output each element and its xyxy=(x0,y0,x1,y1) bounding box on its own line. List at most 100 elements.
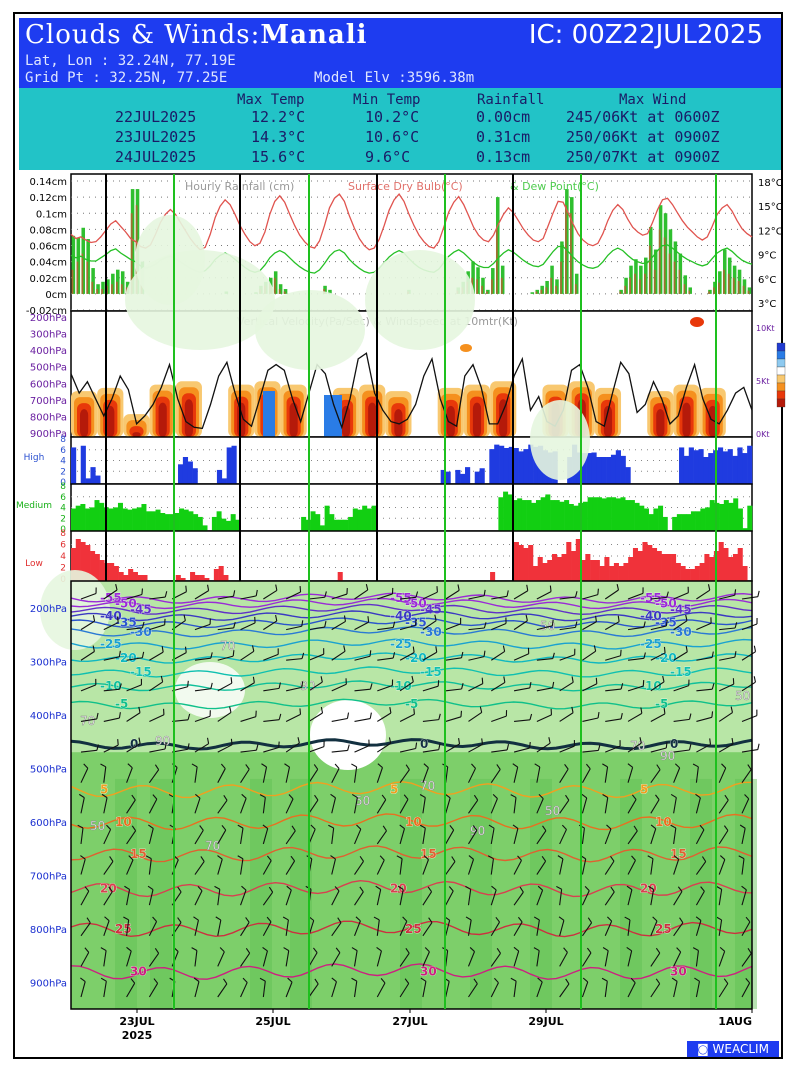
cloud-bar xyxy=(71,508,76,531)
wind-barb-flag xyxy=(552,652,555,659)
wind-barb xyxy=(149,651,164,661)
cloud-bar xyxy=(556,557,562,581)
wind-barb xyxy=(604,621,620,631)
title-prefix: Clouds & Winds: xyxy=(25,20,261,50)
rain-bar-dark xyxy=(639,279,641,294)
cloud-bar xyxy=(532,566,538,581)
wind-barb-flag xyxy=(662,675,665,682)
wind-barb xyxy=(673,767,681,783)
wind-barb-flag xyxy=(414,619,417,626)
wind-barb-flag xyxy=(127,763,133,769)
wind-barb xyxy=(399,652,415,661)
wind-barb xyxy=(194,861,205,875)
wind-barb xyxy=(194,657,211,661)
wind-barb xyxy=(490,921,501,937)
wind-barb xyxy=(581,768,591,783)
rain-bar-dark xyxy=(476,279,479,294)
isotherm-label: -10 xyxy=(640,679,662,693)
cloud-bar xyxy=(122,508,128,531)
cloud-bar xyxy=(540,497,546,531)
isotherm-label: -50 xyxy=(655,596,677,610)
cloud-bar xyxy=(194,575,200,581)
wind-barb-flag xyxy=(581,793,588,799)
wind-barb xyxy=(126,767,133,783)
cloud-bar xyxy=(592,497,598,531)
wind-barb xyxy=(422,620,437,631)
wind-barb-flag xyxy=(343,615,347,622)
wind-barb xyxy=(422,591,438,600)
brand-logo: ◙ WEACLIM xyxy=(687,1041,779,1057)
row-min: 10.2°C xyxy=(365,108,420,126)
cloud-bar xyxy=(440,469,446,484)
wind-barb xyxy=(148,921,158,937)
cloud-bar xyxy=(685,569,691,581)
wind-barb-flag xyxy=(648,885,654,890)
wind-barb xyxy=(513,981,517,998)
ascent-cell xyxy=(368,402,377,437)
rain-bar-dark xyxy=(668,253,671,294)
wind-barb xyxy=(467,919,472,936)
logo-icon: ◙ xyxy=(697,1042,713,1056)
cloud-bar xyxy=(531,502,537,531)
wind-barb xyxy=(673,620,688,631)
wind-barb xyxy=(422,859,429,875)
wind-barb-flag xyxy=(606,824,612,830)
wind-barb xyxy=(194,920,199,936)
wind-barb xyxy=(582,717,599,722)
rh-label: 70 xyxy=(80,714,95,728)
wind-barb xyxy=(513,653,529,661)
wind-barb-flag xyxy=(230,677,233,684)
pressure-label: 700hPa xyxy=(30,871,67,882)
wind-barb xyxy=(491,749,508,753)
cloud-bar xyxy=(694,566,700,581)
wind-barb xyxy=(286,658,303,661)
wind-barb xyxy=(445,829,455,845)
wind-barb xyxy=(103,950,107,967)
cloud-bar xyxy=(742,528,748,531)
isotherm-label: 15 xyxy=(420,847,437,861)
wind-barb xyxy=(240,749,257,753)
cloud-bar xyxy=(671,554,677,581)
legend-swatch xyxy=(776,350,786,360)
isotherm-label: -25 xyxy=(640,637,662,651)
cloud-bar xyxy=(490,572,496,581)
wind-barb xyxy=(240,921,250,937)
wind-barb-flag xyxy=(643,621,646,628)
wind-barb-flag xyxy=(286,885,292,891)
wind-barb xyxy=(103,861,114,875)
rh-label: 50 xyxy=(355,794,370,808)
isotherm xyxy=(70,698,753,710)
cloud-bar xyxy=(728,502,734,531)
wind-barb xyxy=(126,982,136,998)
cloud-bar xyxy=(160,513,166,531)
wind-barb xyxy=(445,797,451,814)
cloud-bar xyxy=(202,525,208,531)
col-min-temp: Min Temp xyxy=(353,92,421,108)
rain-bar xyxy=(101,281,105,294)
wind-barb xyxy=(217,682,233,692)
wind-barb-flag xyxy=(343,645,346,652)
wind-barb xyxy=(399,828,406,845)
wind-barb-flag xyxy=(741,885,747,891)
wind-barb xyxy=(422,891,433,906)
wind-barb xyxy=(285,742,300,753)
wind-barb-flag xyxy=(469,947,475,952)
wind-barb xyxy=(719,594,735,600)
wind-barb-flag xyxy=(593,645,597,652)
wind-barb xyxy=(354,745,370,753)
wind-barb-flag xyxy=(633,825,638,832)
wind-barb-flag xyxy=(245,764,250,770)
isotherm-label: -10 xyxy=(100,679,122,693)
wind-barb xyxy=(148,769,160,784)
wind-barb-flag xyxy=(424,947,430,953)
row-min: 10.6°C xyxy=(365,128,420,146)
wind-barb xyxy=(468,595,485,600)
wind-barb-flag xyxy=(123,916,129,921)
wind-barb xyxy=(604,920,613,936)
wind-barb xyxy=(673,827,677,844)
wind-barb xyxy=(536,830,547,845)
isotherm-label: 20 xyxy=(640,882,657,896)
rain-tick-label: 0.02cm xyxy=(29,274,67,285)
wind-barb xyxy=(422,685,439,692)
wind-barb-flag xyxy=(695,793,701,799)
